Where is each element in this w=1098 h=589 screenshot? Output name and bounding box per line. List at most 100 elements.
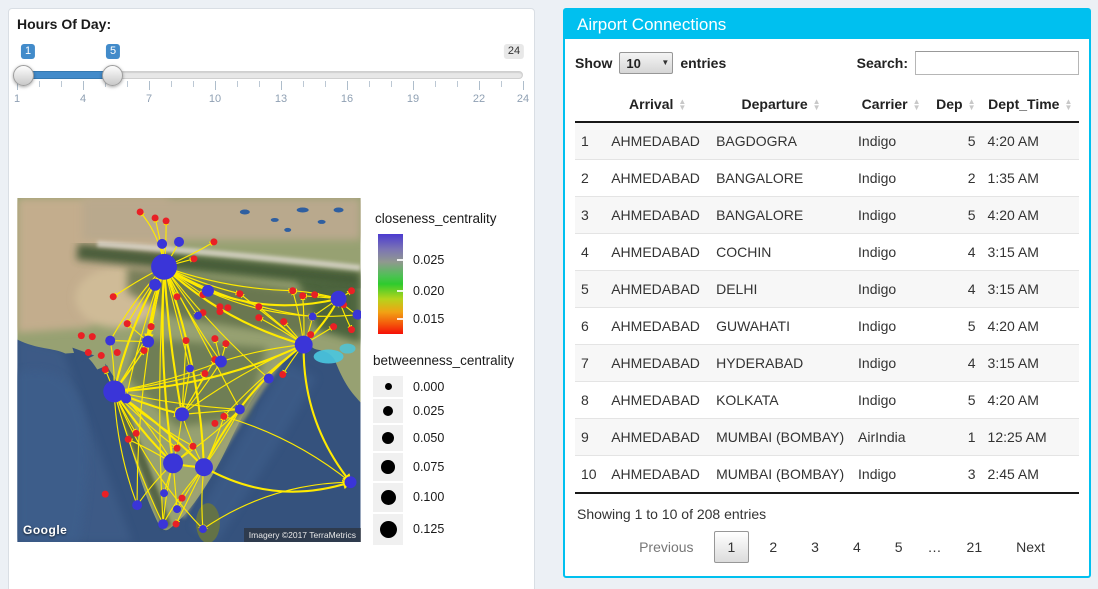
table-cell: AHMEDABAD [605, 418, 711, 456]
search-input[interactable] [915, 51, 1079, 75]
table-cell: AHMEDABAD [605, 196, 711, 234]
closeness-legend-title: closeness_centrality [375, 211, 497, 226]
slider-handle-from[interactable] [13, 65, 34, 86]
column-header-departure[interactable]: Departure ▲ ▼ [710, 89, 853, 123]
column-header-arrival[interactable]: Arrival ▲ ▼ [605, 89, 711, 123]
slider-handle-to[interactable] [102, 65, 123, 86]
table-cell: DELHI [710, 270, 853, 308]
table-cell: KOLKATA [710, 381, 853, 419]
table-cell: Indigo [852, 196, 931, 234]
betweenness-legend-item: 0.025 [373, 399, 533, 423]
size-key-dot [382, 432, 394, 444]
hours-slider-block: Hours Of Day: 1 5 24 1 4 7 10 13 16 19 22 24 [13, 14, 530, 110]
table-cell: Indigo [852, 455, 931, 493]
table-row: 10 AHMEDABAD MUMBAI (BOMBAY) Indigo 3 2:45 AM [575, 455, 1079, 493]
table-cell: AHMEDABAD [605, 455, 711, 493]
table-cell: 1 [581, 133, 589, 149]
table-row: 2 AHMEDABAD BANGALORE Indigo 2 1:35 AM [575, 159, 1079, 197]
next-page-button[interactable]: Next [1016, 539, 1045, 555]
table-cell: Indigo [858, 133, 897, 149]
size-key-dot [384, 383, 392, 390]
table-cell: 3:15 AM [981, 344, 1079, 382]
table-row: 1 AHMEDABAD BAGDOGRA Indigo 5 4:20 AM [575, 122, 1079, 160]
table-cell: 4 [930, 344, 982, 382]
sort-icon: ▲ ▼ [912, 97, 921, 113]
size-key-dot [380, 489, 396, 505]
table-row: 4 AHMEDABAD COCHIN Indigo 4 3:15 AM [575, 233, 1079, 271]
panel-title: Airport Connections [565, 10, 1089, 39]
table-cell: 5 [575, 270, 606, 308]
pagination: Previous 1 2 3 4 5 … 21 Next [575, 524, 1079, 563]
table-cell: AHMEDABAD [605, 307, 711, 345]
slider-grid-label: 10 [208, 93, 222, 105]
slider-grid-label: 4 [79, 93, 87, 105]
slider-grid-label: 16 [340, 93, 354, 105]
table-cell: 3 [575, 196, 606, 234]
betweenness-legend-item: 0.100 [373, 482, 533, 512]
size-key-dot [379, 520, 397, 538]
betweenness-legend-item: 0.000 [373, 376, 533, 397]
size-key-dot [381, 460, 395, 474]
table-row: 6 AHMEDABAD GUWAHATI Indigo 5 4:20 AM [575, 307, 1079, 345]
table-cell: AHMEDABAD [605, 233, 711, 271]
column-header-dept_time[interactable]: Dept_Time ▲ ▼ [981, 89, 1079, 123]
entries-label: entries [680, 55, 727, 71]
table-cell: HYDERABAD [710, 344, 853, 382]
page-button-3[interactable]: 3 [811, 539, 819, 555]
table-cell: AirIndia [852, 418, 931, 456]
table-cell: 4 [930, 270, 982, 308]
table-cell: 2 [930, 159, 982, 197]
table-cell: MUMBAI (BOMBAY) [710, 455, 853, 493]
search-control: Search: [857, 51, 1079, 75]
betweenness-legend-item: 0.050 [373, 425, 533, 451]
table-cell: 4 [575, 233, 606, 271]
table-cell: Indigo [852, 159, 931, 197]
table-cell: 3:15 AM [981, 270, 1079, 308]
page-button-21[interactable]: 21 [966, 539, 983, 555]
column-header-dep[interactable]: Dep ▲ ▼ [930, 89, 982, 123]
show-label: Show [575, 55, 613, 71]
previous-page-button[interactable]: Previous [639, 539, 694, 555]
page-button-5[interactable]: 5 [894, 539, 903, 555]
slider-selected-bar [23, 71, 113, 79]
network-map-plot: Google Imagery ©2017 TerraMetrics [17, 198, 361, 542]
table-cell: 7 [575, 344, 606, 382]
page-button-1[interactable]: 1 [713, 531, 750, 563]
india-satellite-map [17, 198, 361, 542]
page-button-4[interactable]: 4 [852, 539, 861, 555]
slider-from-badge: 1 [20, 44, 36, 59]
table-cell: 2:45 AM [981, 455, 1079, 493]
table-cell: BANGALORE [710, 159, 853, 197]
betweenness-legend-title: betweenness_centrality [373, 353, 515, 368]
table-row: 7 AHMEDABAD HYDERABAD Indigo 4 3:15 AM [575, 344, 1079, 382]
sort-icon: ▲ ▼ [812, 97, 821, 113]
slider-grid-label: 1 [13, 93, 21, 105]
slider-label: Hours Of Day: [17, 16, 112, 32]
page-length-select[interactable]: 10 [619, 52, 674, 74]
table-cell: Indigo [852, 270, 931, 308]
betweenness-legend-item: 0.125 [373, 513, 533, 545]
table-cell: 4 [930, 233, 982, 271]
table-cell: 3 [930, 455, 982, 493]
table-cell: 2 [575, 159, 606, 197]
closeness-gradient-bar: 0.025 0.020 0.015 [375, 234, 525, 336]
table-cell: 8 [575, 381, 606, 419]
map-attribution: Imagery ©2017 TerraMetrics [243, 528, 361, 542]
table-cell: 5 [930, 307, 982, 345]
table-cell: Indigo [852, 381, 931, 419]
table-cell: 4:20 AM [981, 307, 1079, 345]
table-row: 3 AHMEDABAD BANGALORE Indigo 5 4:20 AM [575, 196, 1079, 234]
table-cell: COCHIN [710, 233, 853, 271]
betweenness-legend-item: 0.075 [373, 453, 533, 481]
sort-icon: ▲ ▼ [967, 97, 976, 113]
google-logo: Google [23, 523, 68, 537]
closeness-tick-label: 0.015 [413, 312, 445, 326]
page-button-2[interactable]: 2 [769, 539, 778, 555]
closeness-centrality-legend: closeness_centrality 0.025 0.020 0.015 [375, 211, 525, 336]
hours-range-slider: 1 5 24 1 4 7 10 13 16 19 22 24 [13, 38, 530, 110]
table-row: 9 AHMEDABAD MUMBAI (BOMBAY) AirIndia 1 12:25 … [575, 418, 1079, 456]
slider-grid-label: 24 [516, 93, 530, 105]
airport-connections-panel: Airport Connections Show 10 entries Sear… [563, 8, 1091, 578]
column-header-carrier[interactable]: Carrier ▲ ▼ [852, 89, 931, 123]
table-cell: 5 [967, 133, 976, 149]
